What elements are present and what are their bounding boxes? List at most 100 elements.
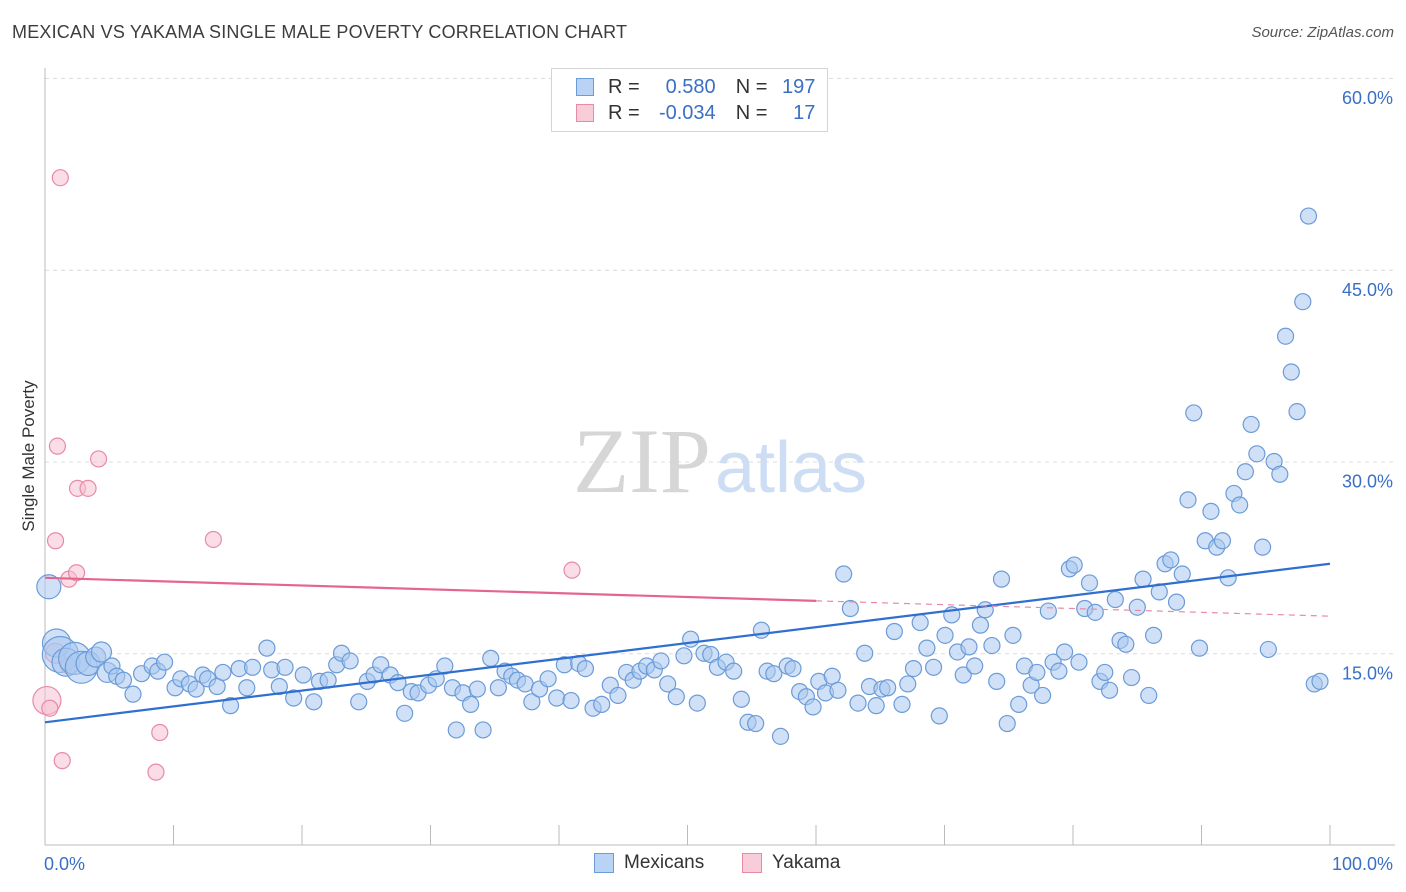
mexican-point bbox=[667, 688, 685, 706]
mexicans-swatch bbox=[576, 78, 594, 96]
mexican-point bbox=[747, 714, 765, 733]
bottom-legend-mexicans: Mexicans bbox=[594, 852, 704, 874]
mexican-point bbox=[1144, 626, 1163, 644]
source-label: Source: ZipAtlas.com bbox=[1251, 24, 1394, 41]
mexican-point bbox=[924, 658, 943, 676]
mexican-point bbox=[1179, 491, 1197, 509]
mexican-point bbox=[911, 613, 929, 632]
yakama-n-label: N = bbox=[735, 101, 768, 124]
yakama-point bbox=[53, 752, 71, 770]
mexican-point bbox=[447, 721, 465, 739]
bottom-legend-yakama: Yakama bbox=[742, 852, 840, 874]
mexican-point bbox=[976, 601, 994, 619]
legend-row-mexicans: R = 0.580 N = 197 bbox=[576, 75, 815, 99]
mexican-point bbox=[1259, 640, 1277, 659]
yakama-point bbox=[204, 530, 222, 549]
mexican-point bbox=[593, 695, 611, 713]
mexican-point bbox=[732, 690, 750, 708]
mexican-point bbox=[856, 644, 874, 662]
mexican-point bbox=[1086, 603, 1104, 621]
mexican-point bbox=[214, 663, 232, 682]
mexican-point bbox=[1162, 551, 1180, 569]
mexican-point bbox=[1288, 403, 1306, 421]
mexican-point bbox=[899, 675, 917, 693]
mexican-point bbox=[1117, 635, 1135, 653]
yakama-point bbox=[48, 437, 67, 455]
mexican-point bbox=[1070, 653, 1088, 671]
mexicans-n-label: N = bbox=[735, 75, 768, 98]
mexican-point bbox=[155, 653, 174, 671]
mexican-point bbox=[682, 630, 700, 648]
mexican-point bbox=[725, 662, 743, 680]
yakama-swatch bbox=[576, 104, 594, 122]
mexican-point bbox=[1167, 593, 1186, 611]
x-tick-label: 0.0% bbox=[44, 854, 85, 874]
y-tick-label: 60.0% bbox=[1342, 88, 1393, 108]
mexican-point bbox=[1050, 662, 1068, 680]
mexican-point bbox=[221, 697, 240, 715]
mexican-point bbox=[576, 659, 595, 678]
mexican-point bbox=[765, 665, 783, 683]
mexican-point bbox=[1028, 663, 1046, 682]
mexican-point bbox=[562, 691, 580, 710]
mexican-point bbox=[1122, 668, 1141, 687]
mexicans-r-label: R = bbox=[608, 75, 640, 98]
mexican-points bbox=[36, 207, 1329, 745]
mexican-point bbox=[238, 679, 256, 697]
axes bbox=[44, 68, 1395, 846]
yakama-trend-line bbox=[44, 576, 817, 602]
mexican-point bbox=[998, 714, 1016, 733]
mexican-point bbox=[489, 679, 507, 697]
mexican-point bbox=[305, 693, 323, 711]
mexican-point bbox=[1128, 598, 1146, 616]
mexican-point bbox=[243, 658, 262, 676]
mexican-point bbox=[904, 659, 923, 678]
mexican-point bbox=[960, 638, 978, 656]
mexican-point bbox=[885, 622, 903, 641]
correlation-legend: R = 0.580 N = 197 R = -0.034 N = 17 bbox=[551, 68, 828, 132]
mexican-point bbox=[124, 685, 142, 703]
mexican-point bbox=[1190, 639, 1209, 657]
mexican-point bbox=[936, 626, 954, 644]
mexican-point bbox=[1185, 404, 1203, 422]
mexican-point bbox=[1236, 463, 1254, 481]
mexican-point bbox=[1080, 574, 1099, 592]
mexican-point bbox=[1106, 590, 1124, 609]
mexican-point bbox=[841, 599, 859, 618]
bottom-mexicans-swatch bbox=[594, 853, 614, 873]
mexican-point bbox=[954, 666, 972, 684]
y-axis-label: Single Male Poverty bbox=[19, 380, 38, 532]
yakama-r-value: -0.034 bbox=[658, 101, 716, 124]
mexican-point bbox=[1299, 207, 1318, 225]
mexicans-r-value: 0.580 bbox=[665, 75, 716, 98]
mexican-point bbox=[849, 694, 867, 712]
mexican-point bbox=[675, 647, 693, 665]
chart-title: MEXICAN VS YAKAMA SINGLE MALE POVERTY CO… bbox=[12, 22, 628, 42]
mexicans-trend-line bbox=[44, 562, 1331, 724]
mexican-point bbox=[462, 695, 480, 713]
mexican-point bbox=[36, 574, 62, 600]
mexican-point bbox=[258, 639, 276, 657]
yakama-n-value: 17 bbox=[793, 101, 816, 124]
yakama-point bbox=[89, 450, 108, 468]
mexican-point bbox=[966, 657, 984, 675]
mexican-point bbox=[930, 707, 948, 725]
mexican-point bbox=[1140, 686, 1158, 705]
mexican-point bbox=[114, 671, 133, 689]
mexican-point bbox=[276, 658, 294, 676]
mexican-point bbox=[1242, 415, 1260, 434]
mexican-point bbox=[1276, 327, 1295, 345]
mexican-point bbox=[350, 693, 368, 711]
mexican-point bbox=[341, 652, 359, 670]
watermark: ZIPatlas bbox=[573, 410, 867, 512]
bottom-mexicans-label: Mexicans bbox=[624, 852, 705, 873]
mexican-point bbox=[482, 649, 500, 667]
tick-labels: 15.0% 30.0% 45.0% 60.0% 0.0% 100.0% bbox=[44, 88, 1393, 874]
mexican-point bbox=[468, 680, 486, 698]
mexican-point bbox=[1294, 293, 1312, 311]
yakama-point bbox=[79, 479, 97, 497]
x-tick-label: 100.0% bbox=[1332, 854, 1393, 874]
mexican-point bbox=[539, 670, 557, 688]
yakama-trend-extension bbox=[815, 600, 1331, 617]
